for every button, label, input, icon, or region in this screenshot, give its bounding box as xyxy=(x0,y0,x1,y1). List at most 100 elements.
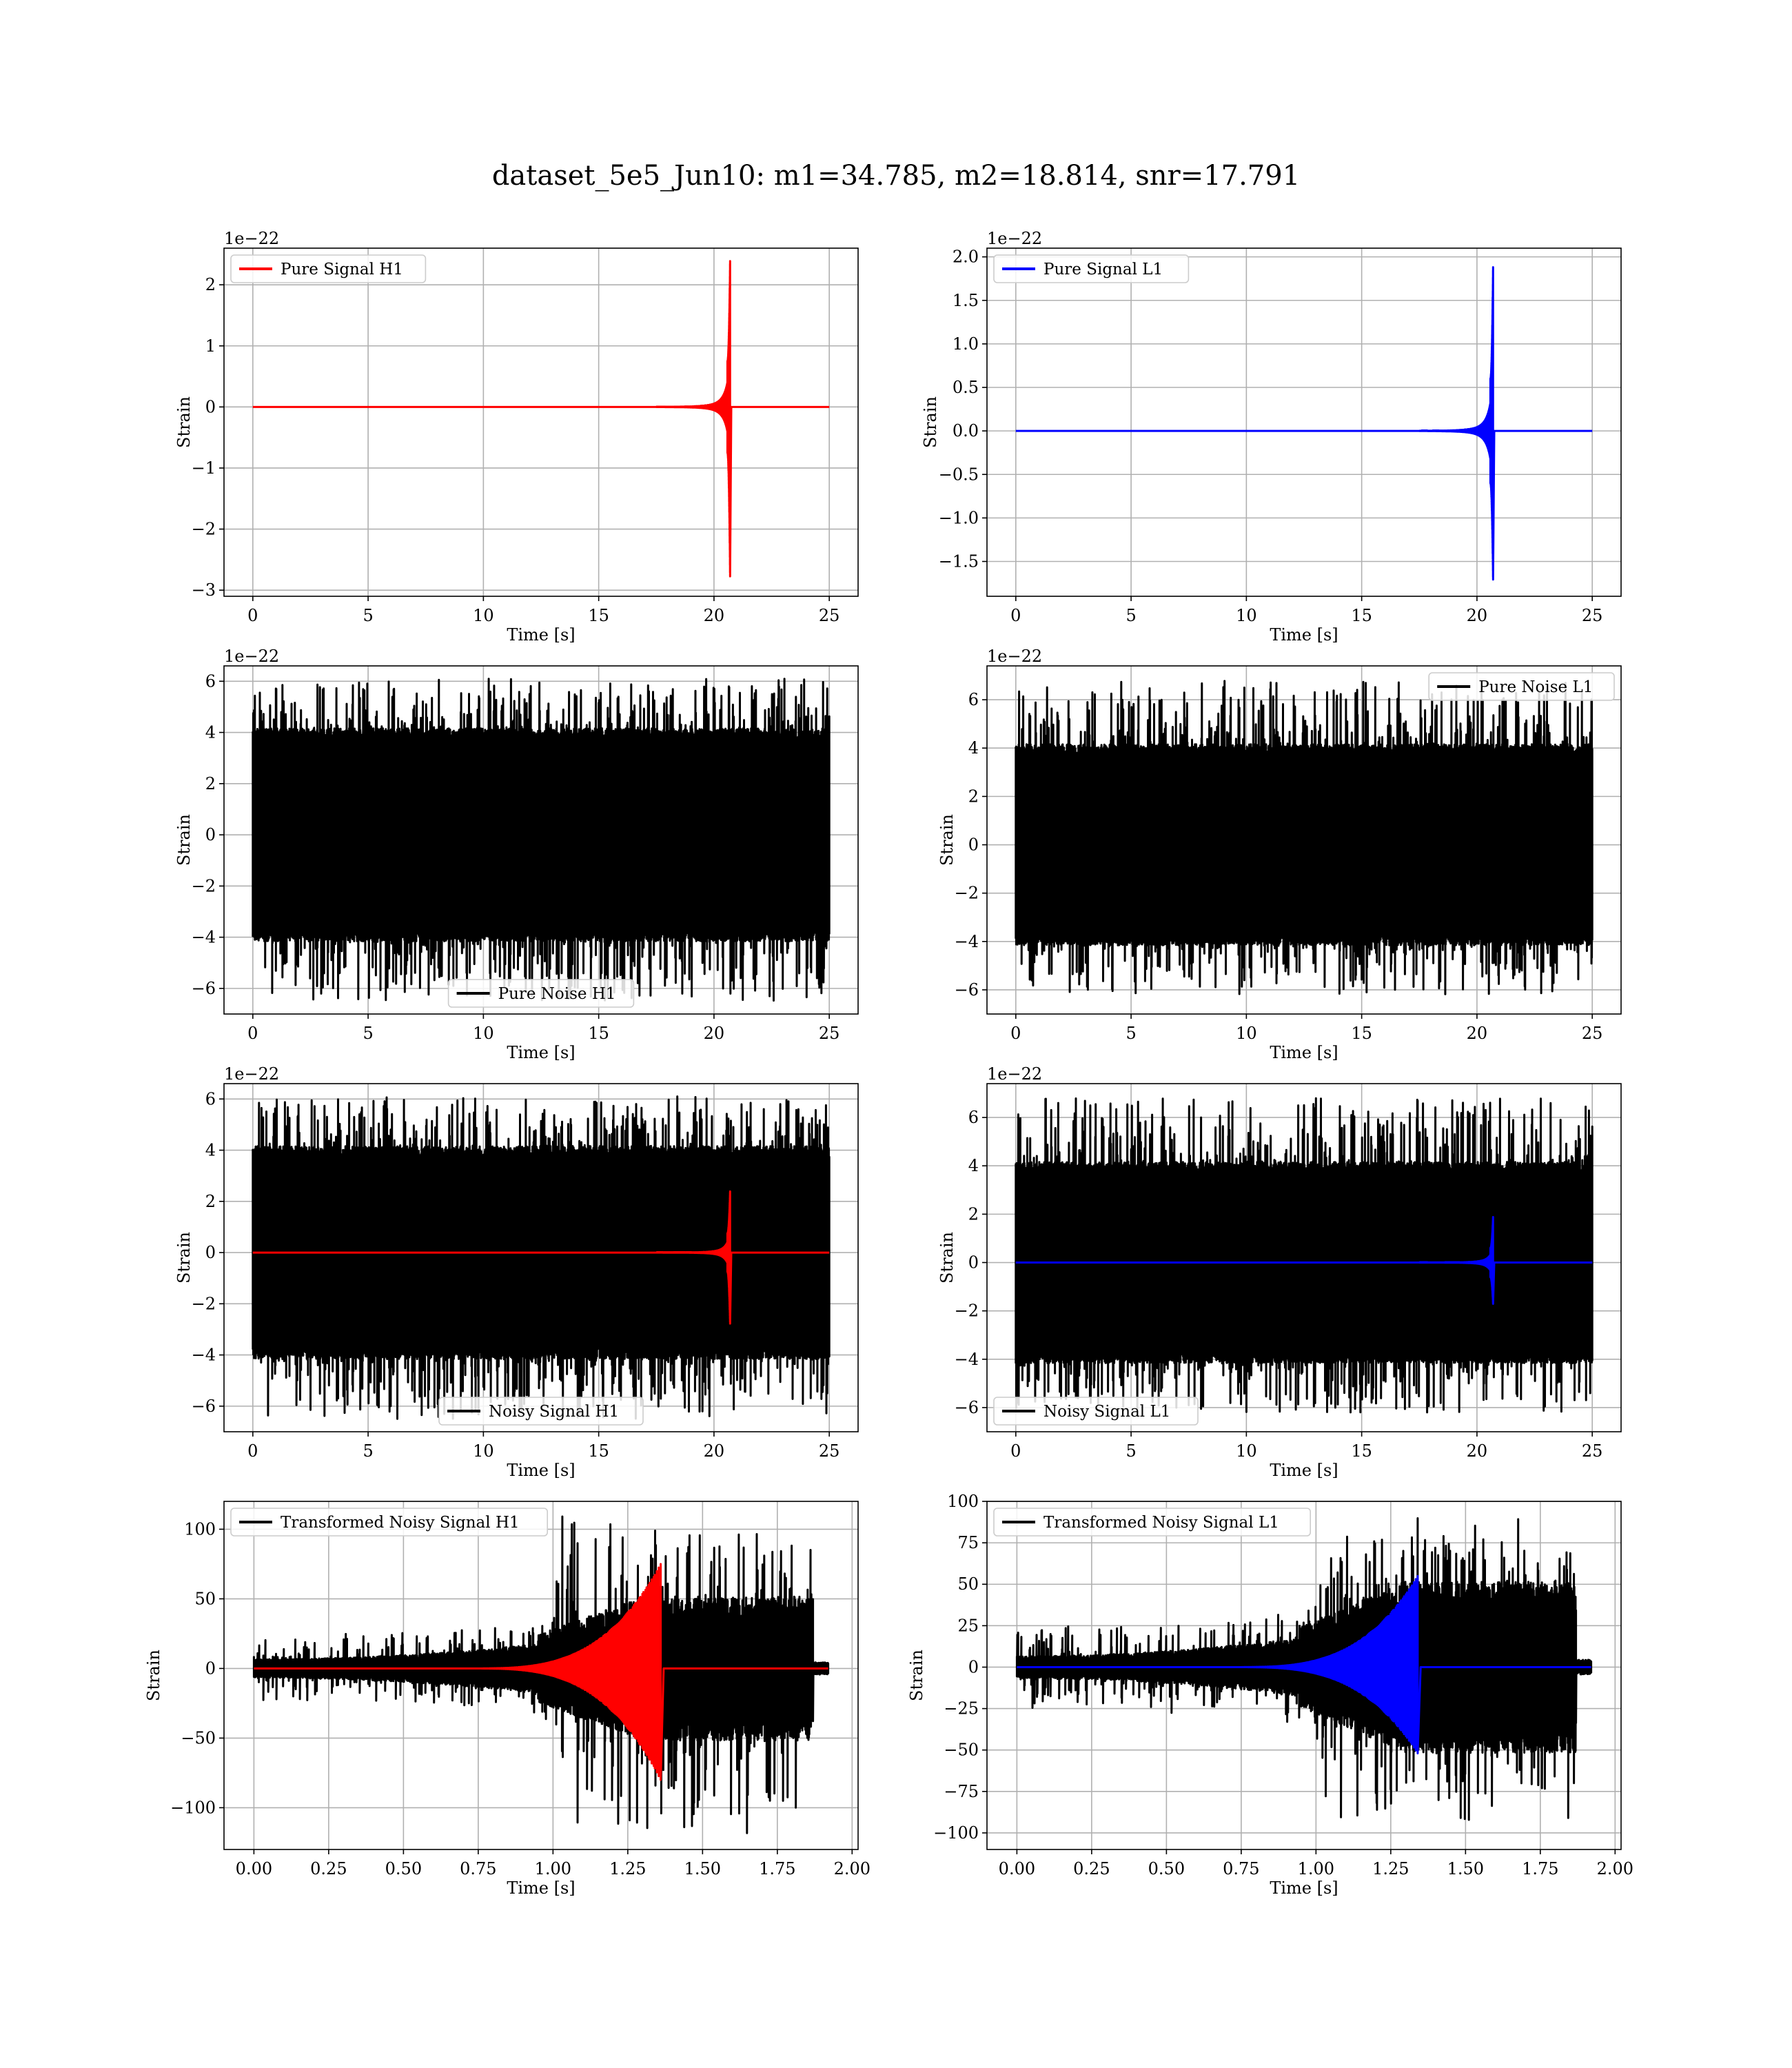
panel-transformed-noisy-signal-h1: 0.00 0.25 0.50 0.75 1.00 1.25 1.50 1.75 2.00 −100… xyxy=(144,1501,870,1898)
panel-pure-noise-h1: 0 5 10 15 20 25 −6 −4 −2 0 2 4 6 Time [s] Strain 1e−22 P… xyxy=(174,647,859,1062)
y-tick-label: 0 xyxy=(968,1657,979,1676)
panel-transformed-noisy-signal-l1: 0.00 0.25 0.50 0.75 1.00 1.25 1.50 1.75 2.00 −100… xyxy=(907,1492,1633,1898)
x-axis-label: Time [s] xyxy=(507,1043,575,1062)
x-tick-label: 25 xyxy=(819,606,840,625)
x-tick-label: 15 xyxy=(1351,1441,1372,1461)
x-tick-label: 1.75 xyxy=(759,1859,795,1878)
x-tick-label: 20 xyxy=(704,1441,725,1461)
x-tick-label: 15 xyxy=(1351,606,1372,625)
y-tick-label: −1 xyxy=(192,458,216,478)
x-axis-label: Time [s] xyxy=(507,1461,575,1480)
y-tick-label: −0.5 xyxy=(939,465,979,484)
y-tick-label: −50 xyxy=(181,1728,216,1747)
series-line-2 xyxy=(252,1190,830,1325)
y-tick-label: −75 xyxy=(944,1782,979,1801)
y-tick-label: 2 xyxy=(968,787,979,806)
y-tick-label: 0 xyxy=(205,1243,216,1262)
axes-frame xyxy=(223,665,859,1015)
legend: Pure Signal H1 xyxy=(230,254,427,283)
axes-frame xyxy=(986,1501,1622,1850)
y-tick-label: 6 xyxy=(968,690,979,709)
panel-pure-signal-h1: 0 5 10 15 20 25 −3 −2 −1 0 1 2 Time [s] Strain 1e−22Pu… xyxy=(174,229,859,645)
plot-area xyxy=(1015,680,1594,995)
y-tick-label: −2 xyxy=(955,1301,979,1321)
y-tick-label: −25 xyxy=(944,1699,979,1719)
x-tick-label: 5 xyxy=(363,1024,373,1043)
x-tick-label: 25 xyxy=(819,1441,840,1461)
x-tick-label: 0 xyxy=(247,606,258,625)
y-tick-label: 25 xyxy=(957,1616,979,1635)
y-offset-text: 1e−22 xyxy=(224,647,279,666)
figure-title: dataset_5e5_Jun10: m1=34.785, m2=18.814,… xyxy=(492,160,1300,192)
x-axis-label: Time [s] xyxy=(507,1878,575,1898)
y-offset-text: 1e−22 xyxy=(987,647,1042,666)
x-tick-label: 25 xyxy=(819,1024,840,1043)
x-axis-label: Time [s] xyxy=(1270,1043,1338,1062)
panel-noisy-signal-h1: 0 5 10 15 20 25 −6 −4 −2 0 2 4 6 Time [s] Strain 1e−22 N… xyxy=(174,1064,859,1480)
axes-frame xyxy=(223,247,859,597)
y-tick-label: 0 xyxy=(205,825,216,844)
series-line-1 xyxy=(252,1095,831,1420)
y-offset-text: 1e−22 xyxy=(224,1064,279,1084)
y-tick-label: 2.0 xyxy=(953,247,979,267)
legend: Noisy Signal H1 xyxy=(438,1397,644,1426)
y-tick-label: −1.5 xyxy=(939,552,979,571)
x-tick-label: 0.00 xyxy=(999,1859,1035,1878)
y-tick-label: 2 xyxy=(205,774,216,793)
y-tick-label: −6 xyxy=(192,1397,216,1416)
y-tick-label: 2 xyxy=(205,275,216,294)
y-tick-label: 1.0 xyxy=(953,334,979,354)
x-tick-label: 15 xyxy=(588,606,609,625)
legend-label: Transformed Noisy Signal L1 xyxy=(1043,1514,1279,1532)
y-tick-label: −4 xyxy=(192,1346,216,1365)
legend-box xyxy=(438,1397,644,1426)
y-tick-label: 4 xyxy=(205,723,216,742)
x-tick-label: 5 xyxy=(363,1441,373,1461)
y-tick-label: −6 xyxy=(955,980,979,1000)
legend-label: Pure Noise H1 xyxy=(498,985,616,1003)
x-tick-label: 1.25 xyxy=(609,1859,646,1878)
x-tick-label: 5 xyxy=(1126,606,1136,625)
y-tick-label: −2 xyxy=(192,876,216,895)
x-tick-label: 0 xyxy=(1010,1024,1021,1043)
x-tick-label: 2.00 xyxy=(1597,1859,1633,1878)
y-tick-label: 75 xyxy=(957,1533,979,1552)
legend: Noisy Signal L1 xyxy=(993,1397,1199,1426)
x-tick-label: 0.00 xyxy=(236,1859,272,1878)
axes-frame xyxy=(986,247,1622,597)
x-tick-label: 10 xyxy=(473,1024,494,1043)
x-tick-label: 0.75 xyxy=(460,1859,496,1878)
series-line-2 xyxy=(1017,1574,1591,1754)
y-tick-label: 1 xyxy=(205,336,216,356)
y-axis-label: Strain xyxy=(174,396,194,448)
y-tick-label: 0.5 xyxy=(953,378,979,397)
x-tick-label: 1.50 xyxy=(684,1859,721,1878)
x-tick-label: 15 xyxy=(1351,1024,1372,1043)
x-tick-label: 20 xyxy=(1467,1441,1488,1461)
series-line-2 xyxy=(254,1563,828,1781)
x-tick-label: 0 xyxy=(247,1441,258,1461)
x-tick-label: 5 xyxy=(1126,1441,1136,1461)
plot-area xyxy=(1015,1517,1593,1821)
y-tick-label: 4 xyxy=(968,1156,979,1175)
y-tick-label: 4 xyxy=(205,1141,216,1160)
x-tick-label: 0.25 xyxy=(1073,1859,1110,1878)
x-axis-label: Time [s] xyxy=(1270,1461,1338,1480)
x-tick-label: 10 xyxy=(1236,1441,1257,1461)
series-line-1 xyxy=(1015,1097,1594,1414)
y-tick-label: −4 xyxy=(955,1350,979,1369)
legend-label: Pure Signal H1 xyxy=(281,261,403,278)
y-tick-label: −1.0 xyxy=(939,508,979,527)
y-axis-label: Strain xyxy=(174,1232,194,1284)
x-tick-label: 0.50 xyxy=(385,1859,422,1878)
series-line-1 xyxy=(1015,1517,1593,1821)
y-axis-label: Strain xyxy=(937,1232,957,1284)
x-tick-label: 10 xyxy=(473,606,494,625)
y-offset-text: 1e−22 xyxy=(224,229,279,248)
y-tick-label: −6 xyxy=(955,1398,979,1417)
y-tick-label: −3 xyxy=(192,580,216,600)
y-tick-label: 100 xyxy=(947,1492,979,1511)
y-tick-label: 0 xyxy=(968,1253,979,1273)
